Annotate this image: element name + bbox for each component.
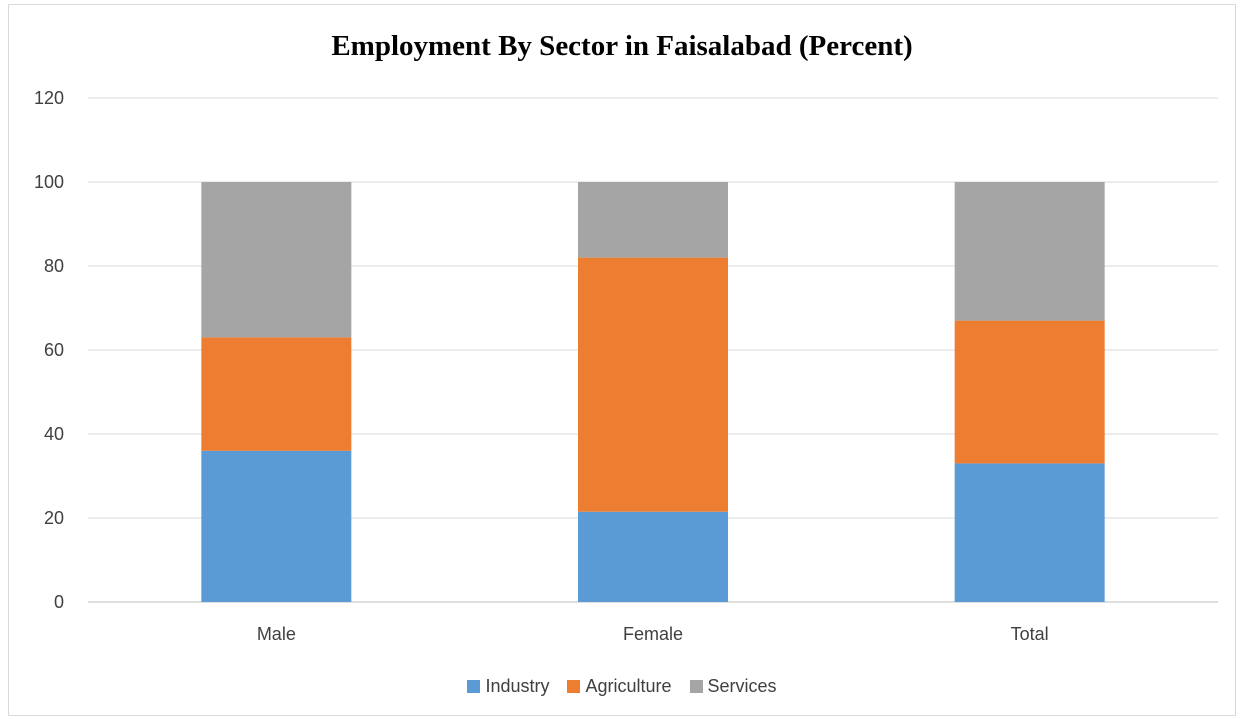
legend-label: Services [708, 676, 777, 697]
bar-industry-total [955, 463, 1105, 602]
x-tick-label: Female [623, 624, 683, 644]
legend-item-agriculture: Agriculture [567, 676, 671, 697]
bar-agriculture-female [578, 258, 728, 512]
bar-services-total [955, 182, 1105, 321]
bar-industry-male [201, 451, 351, 602]
x-tick-label: Male [257, 624, 296, 644]
y-tick-label: 100 [34, 172, 64, 192]
y-tick-label: 0 [54, 592, 64, 612]
bar-industry-female [578, 512, 728, 602]
y-tick-label: 40 [44, 424, 64, 444]
bar-agriculture-male [201, 337, 351, 450]
legend-item-services: Services [690, 676, 777, 697]
legend-swatch [467, 680, 480, 693]
bar-services-male [201, 182, 351, 337]
legend-swatch [690, 680, 703, 693]
bar-agriculture-total [955, 321, 1105, 464]
y-tick-label: 20 [44, 508, 64, 528]
legend-swatch [567, 680, 580, 693]
legend-label: Agriculture [585, 676, 671, 697]
y-tick-label: 120 [34, 88, 64, 108]
y-tick-label: 60 [44, 340, 64, 360]
bar-services-female [578, 182, 728, 258]
legend-label: Industry [485, 676, 549, 697]
x-tick-label: Total [1011, 624, 1049, 644]
chart-legend: Industry Agriculture Services [0, 676, 1244, 697]
y-tick-label: 80 [44, 256, 64, 276]
legend-item-industry: Industry [467, 676, 549, 697]
